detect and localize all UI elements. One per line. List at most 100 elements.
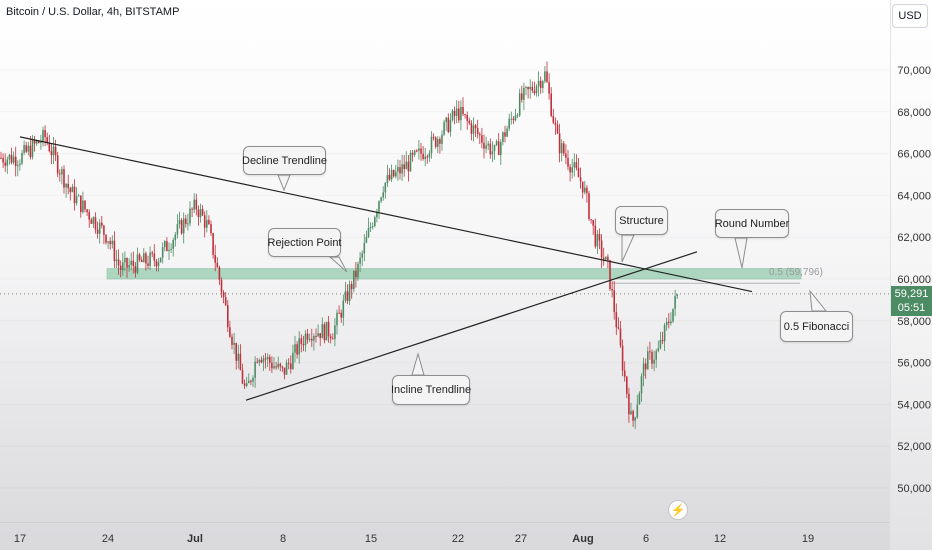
candle-body [149, 252, 151, 266]
candle-body [523, 87, 525, 100]
candle-body [626, 376, 628, 394]
candle-body [63, 169, 65, 188]
candle-body [336, 312, 338, 326]
incline-trendline [245, 251, 698, 401]
candle-body [464, 114, 466, 116]
candle-body [98, 222, 101, 234]
candle-body [424, 156, 426, 160]
callout-decline-trendline[interactable]: Decline Trendline [242, 146, 327, 175]
candle-body [321, 324, 324, 339]
candle-body [195, 199, 198, 210]
candle-body [38, 140, 40, 143]
candle-body [634, 417, 636, 421]
candle-body [413, 150, 416, 155]
time-axis-ticks: 17 24 Jul 8 15 22 27 Aug 6 12 19 [14, 533, 814, 545]
callout-rejection-point[interactable]: Rejection Point [268, 228, 342, 257]
candle-body [245, 383, 248, 386]
candle-body [623, 370, 626, 377]
candle-body [348, 284, 351, 301]
candle-body [50, 151, 53, 156]
candle-body [485, 145, 487, 149]
time-tick-label: 24 [102, 533, 114, 545]
candle-body [258, 359, 261, 363]
candle-body [329, 336, 332, 339]
candle-body [77, 195, 80, 197]
price-axis[interactable]: 50,000 52,000 54,000 56,000 58,000 60,000 62,0… [890, 0, 932, 550]
callout-fibonacci[interactable]: 0.5 Fibonacci [780, 311, 853, 342]
candle-body [8, 154, 11, 160]
candle-body [172, 240, 174, 249]
candle-body [115, 259, 118, 262]
candle-body [6, 159, 9, 166]
candle-body [558, 133, 561, 154]
candle-body [80, 195, 82, 213]
candle-body [569, 166, 571, 173]
candle-body [451, 110, 454, 120]
decline-trendline [19, 136, 753, 293]
candle-body [668, 321, 670, 324]
candle-body [350, 284, 353, 290]
candle-body [598, 233, 601, 241]
lightning-icon[interactable]: ⚡ [668, 500, 688, 520]
candle-body [445, 117, 447, 123]
candle-body [395, 171, 397, 177]
candle-body [432, 136, 435, 138]
candle-body [168, 249, 170, 252]
callout-round-number[interactable]: Round Number [715, 209, 789, 238]
candle-body [544, 71, 546, 82]
candle-body [453, 110, 456, 116]
fibonacci-label: 0.5 (59,796) [769, 267, 823, 278]
candle-body [628, 393, 630, 415]
candle-body [386, 174, 389, 183]
pointer-fibonacci [809, 289, 828, 312]
candle-body [187, 223, 189, 225]
candle-body [136, 254, 139, 273]
candle-body [332, 338, 334, 340]
candle-body [411, 152, 414, 155]
candle-body [46, 137, 48, 143]
candle-body [306, 333, 309, 340]
candle-body [290, 363, 292, 370]
candle-body [69, 188, 72, 193]
candle-body [317, 333, 319, 337]
candle-body [224, 297, 227, 306]
candle-body [365, 236, 368, 243]
candle-body [449, 119, 452, 133]
candle-body [40, 141, 42, 143]
candle-body [512, 118, 515, 121]
time-axis[interactable]: 17 24 Jul 8 15 22 27 Aug 6 12 19 [0, 522, 890, 550]
candle-body [590, 219, 592, 221]
currency-button[interactable]: USD [892, 4, 928, 28]
candle-body [518, 93, 521, 116]
candle-body [269, 357, 271, 363]
candle-body [52, 146, 55, 156]
callout-structure[interactable]: Structure [615, 206, 668, 235]
candle-body [277, 363, 279, 368]
candle-body [222, 292, 225, 298]
callout-incline-trendline[interactable]: Incline Trendline [391, 375, 471, 405]
candle-body [334, 325, 336, 339]
candle-body [418, 148, 420, 152]
candle-body [611, 289, 613, 291]
time-tick-label: 19 [802, 533, 814, 545]
candle-body [573, 162, 576, 168]
candle-body [294, 344, 296, 353]
candle-body [586, 187, 588, 194]
price-tick-label: 56,000 [897, 358, 931, 370]
candle-body [44, 129, 46, 138]
candle-body [676, 294, 678, 297]
candle-body [170, 248, 172, 250]
candle-body [474, 125, 477, 129]
candle-body [630, 411, 632, 415]
candle-body [214, 255, 216, 263]
chart-plot-area[interactable] [0, 0, 890, 522]
candle-body [537, 80, 540, 87]
candle-body [416, 150, 418, 152]
pointer-incline-trendline [411, 352, 425, 376]
candle-body [376, 211, 378, 218]
candle-body [661, 340, 664, 342]
candle-body [382, 192, 384, 198]
candle-body [525, 87, 527, 89]
candle-body [243, 383, 246, 386]
price-axis-ticks: 50,000 52,000 54,000 56,000 58,000 60,000 62,0… [897, 65, 931, 495]
